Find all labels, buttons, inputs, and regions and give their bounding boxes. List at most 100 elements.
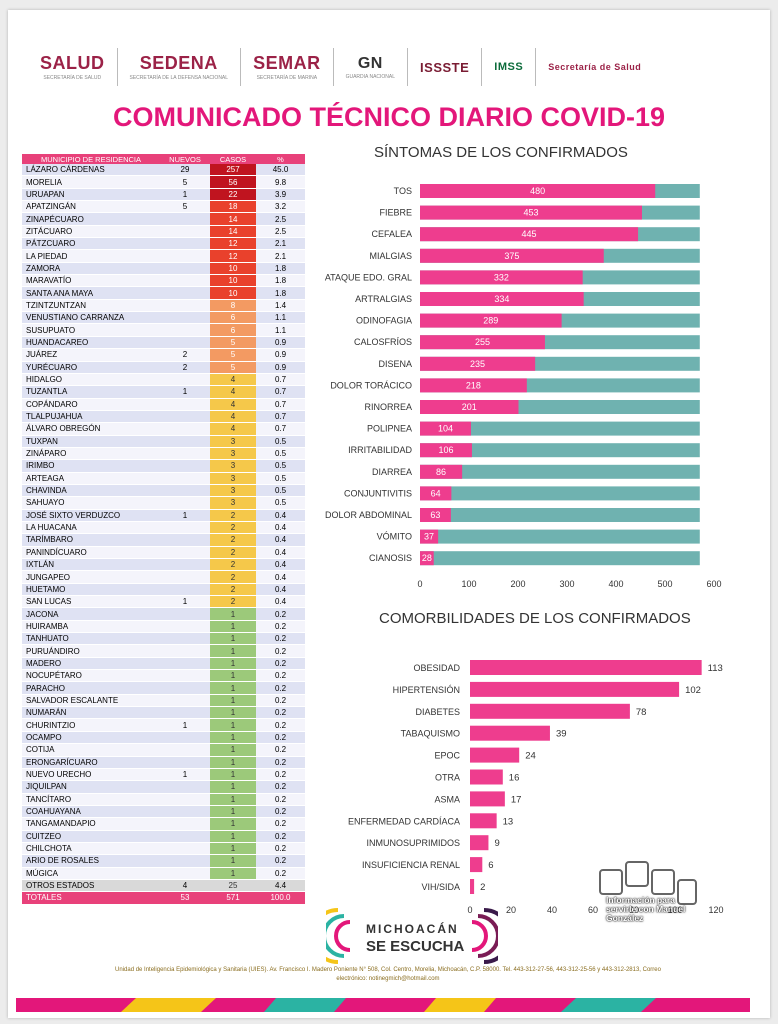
nuevos-cell xyxy=(160,657,210,671)
table-row: PÁTZCUARO 12 2.1 xyxy=(22,237,305,251)
casos-cell: 2 xyxy=(210,521,256,535)
sintomas-category-label: POLIPNEA xyxy=(367,424,412,434)
comorbilidad-x-tick: 60 xyxy=(588,905,598,915)
municipio-cell: TUZANTLA xyxy=(22,385,160,399)
casos-cell: 571 xyxy=(210,891,256,905)
table-row: PANINDÍCUARO 2 0.4 xyxy=(22,546,305,560)
pct-cell: 3.2 xyxy=(256,200,305,214)
comorbilidad-value-label: 9 xyxy=(494,838,499,849)
comorbilidad-x-tick: 120 xyxy=(708,905,723,915)
casos-cell: 12 xyxy=(210,249,256,263)
casos-cell: 1 xyxy=(210,817,256,831)
sintomas-bar xyxy=(420,378,527,393)
pct-cell: 0.5 xyxy=(256,435,305,448)
municipio-cell: PURUÁNDIRO xyxy=(22,644,160,658)
table-row: ZINAPÉCUARO 14 2.5 xyxy=(22,212,305,226)
sintomas-chart: TOS 480 FIEBRE 453 CEFALEA 445 MIALGIAS 375 ATAQ… xyxy=(325,184,722,589)
table-row: COPÁNDARO 4 0.7 xyxy=(22,398,305,411)
nuevos-cell xyxy=(160,756,210,769)
casos-cell: 10 xyxy=(210,286,256,300)
pct-cell: 0.2 xyxy=(256,731,305,745)
comorbilidad-bar xyxy=(470,747,520,763)
nuevos-cell xyxy=(160,842,210,856)
sintomas-x-tick: 0 xyxy=(417,579,422,589)
nuevos-cell xyxy=(160,311,210,325)
sintomas-value-label: 64 xyxy=(431,488,441,498)
nuevos-cell xyxy=(160,472,210,485)
casos-cell: 1 xyxy=(210,620,256,634)
pct-cell: 0.7 xyxy=(256,373,305,387)
table-row: VENUSTIANO CARRANZA 6 1.1 xyxy=(22,311,305,325)
table-row: NUMARÁN 1 0.2 xyxy=(22,706,305,720)
table-row: ERONGARÍCUARO 1 0.2 xyxy=(22,756,305,769)
casos-cell: 25 xyxy=(210,879,256,893)
sintomas-category-label: IRRITABILIDAD xyxy=(348,445,412,455)
pct-cell: 0.5 xyxy=(256,484,305,498)
table-row: JOSÉ SIXTO VERDUZCO 1 2 0.4 xyxy=(22,509,305,522)
municipio-cell: ÁLVARO OBREGÓN xyxy=(22,422,160,436)
municipio-cell: SUSUPUATO xyxy=(22,323,160,337)
municipio-cell: CHAVINDA xyxy=(22,484,160,498)
comorbilidad-value-label: 24 xyxy=(525,751,536,762)
table-row: JACONA 1 0.2 xyxy=(22,607,305,621)
sintomas-value-label: 218 xyxy=(466,380,481,390)
comorbilidad-category-label: INSUFICIENCIA RENAL xyxy=(362,860,460,870)
table-row: HUANDACAREO 5 0.9 xyxy=(22,336,305,350)
municipio-cell: TANCÍTARO xyxy=(22,793,160,806)
nuevos-cell xyxy=(160,496,210,510)
nuevos-cell: 4 xyxy=(160,879,210,893)
nuevos-cell xyxy=(160,583,210,597)
comorbilidad-bar xyxy=(470,813,497,829)
nuevos-cell xyxy=(160,546,210,560)
casos-cell: 1 xyxy=(210,644,256,658)
sintomas-value-label: 445 xyxy=(522,229,537,239)
nuevos-cell: 5 xyxy=(160,200,210,214)
sintomas-category-label: VÓMITO xyxy=(377,532,412,542)
sintomas-bar xyxy=(420,421,471,436)
brand-waves-right-icon xyxy=(471,908,498,964)
municipio-cell: SAN LUCAS xyxy=(22,595,160,609)
municipio-cell: TLALPUJAHUA xyxy=(22,410,160,424)
salud-logo: SALUD SECRETARÍA DE SALUD xyxy=(28,48,118,86)
table-row: TZINTZUNTZAN 8 1.4 xyxy=(22,299,305,313)
comorbilidad-category-label: DIABETES xyxy=(415,707,460,717)
sintomas-category-label: DOLOR TORÁCICO xyxy=(330,380,412,390)
municipio-cell: PARACHO xyxy=(22,681,160,695)
sintomas-bar xyxy=(420,356,536,371)
nuevos-cell: 29 xyxy=(160,164,210,177)
nuevos-cell xyxy=(160,743,210,757)
color-stripe xyxy=(16,998,750,1012)
table-row: PURUÁNDIRO 1 0.2 xyxy=(22,644,305,658)
nuevos-cell xyxy=(160,533,210,547)
pct-cell: 0.4 xyxy=(256,595,305,609)
nuevos-cell xyxy=(160,570,210,584)
comorbilidades-title: COMORBILIDADES DE LOS CONFIRMADOS xyxy=(379,610,691,627)
table-row: MADERO 1 0.2 xyxy=(22,657,305,671)
table-row: PARACHO 1 0.2 xyxy=(22,681,305,695)
issste-logo: ISSSTE xyxy=(408,48,483,86)
nuevos-cell xyxy=(160,607,210,621)
casos-cell: 4 xyxy=(210,373,256,387)
municipio-cell: HUANDACAREO xyxy=(22,336,160,350)
sintomas-total-bar xyxy=(420,508,700,522)
casos-cell: 1 xyxy=(210,842,256,856)
comorbilidad-x-tick: 0 xyxy=(467,905,472,915)
nuevos-cell xyxy=(160,681,210,695)
nuevos-cell xyxy=(160,731,210,745)
casos-cell: 10 xyxy=(210,262,256,276)
casos-cell: 1 xyxy=(210,768,256,782)
municipio-cell: CHURINTZIO xyxy=(22,718,160,732)
table-row: SAHUAYO 3 0.5 xyxy=(22,496,305,510)
table-row: SANTA ANA MAYA 10 1.8 xyxy=(22,286,305,300)
nuevos-cell xyxy=(160,336,210,350)
municipio-cell: IXTLÁN xyxy=(22,558,160,572)
pct-cell: 45.0 xyxy=(256,164,305,177)
nuevos-cell: 1 xyxy=(160,385,210,399)
pct-cell: 2.5 xyxy=(256,225,305,239)
pct-cell: 2.5 xyxy=(256,212,305,226)
nuevos-cell xyxy=(160,669,210,683)
casos-cell: 2 xyxy=(210,558,256,572)
nuevos-cell xyxy=(160,805,210,819)
sintomas-category-label: ARTRALGIAS xyxy=(355,294,412,304)
municipio-cell: COAHUAYANA xyxy=(22,805,160,819)
